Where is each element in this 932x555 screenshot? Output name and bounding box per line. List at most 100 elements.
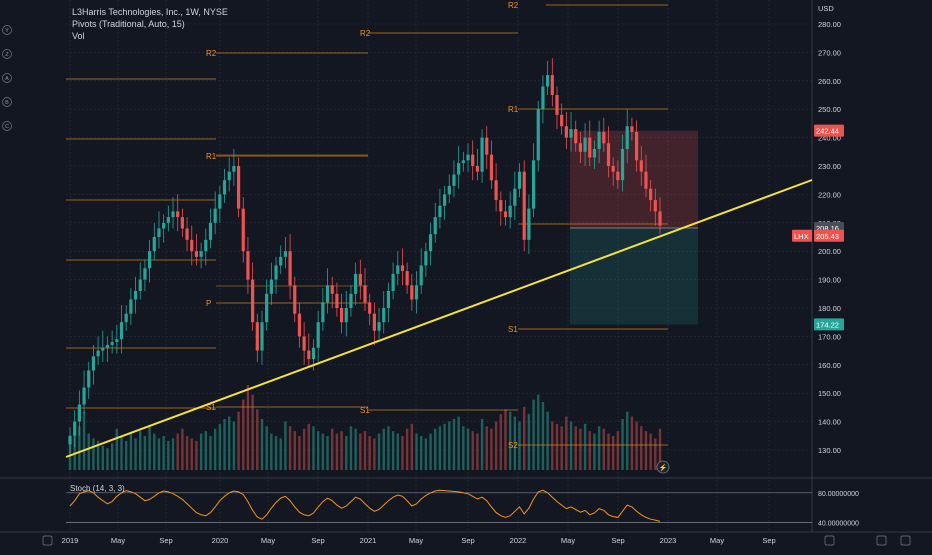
a-button[interactable] — [2, 73, 12, 83]
volume-bar — [565, 416, 568, 470]
c-button[interactable] — [2, 121, 12, 131]
candle-body — [171, 211, 175, 218]
volume-bar — [410, 423, 414, 470]
candle-body — [138, 279, 142, 291]
volume-bar — [143, 436, 147, 470]
candle-body — [424, 251, 428, 266]
candle-body — [162, 222, 166, 229]
candle-body — [410, 285, 414, 300]
candle-body — [307, 350, 311, 360]
candle-body — [513, 188, 517, 206]
candle-body — [87, 370, 91, 388]
candle-body — [517, 171, 522, 189]
volume-bar — [316, 431, 320, 470]
volume-bar — [363, 431, 367, 470]
volume-bar — [307, 423, 311, 470]
corner-control-icon[interactable] — [876, 535, 887, 546]
volume-bar — [466, 428, 470, 470]
volume-bar — [621, 419, 624, 470]
candle-body — [349, 293, 353, 308]
volume-bar — [232, 421, 236, 470]
stoch-level-label: 80.00000000 — [818, 491, 859, 498]
volume-bar — [265, 426, 268, 470]
stoch-level-label: 40.00000000 — [818, 520, 859, 527]
price-tick-label: 140.00 — [818, 418, 841, 427]
b-button[interactable] — [2, 97, 12, 107]
volume-bar — [387, 426, 390, 470]
volume-bar — [457, 416, 460, 470]
candle-body — [222, 180, 227, 195]
price-tick-label: 160.00 — [818, 361, 841, 370]
time-tick-label: Sep — [461, 536, 474, 545]
z-button[interactable] — [2, 49, 12, 59]
candle-body — [185, 228, 189, 240]
corner-control-icon[interactable] — [824, 535, 835, 546]
volume-bar — [321, 433, 325, 470]
volume-bar — [312, 426, 315, 470]
candle-body — [508, 205, 512, 218]
candle-body — [649, 188, 653, 201]
candle-body — [255, 322, 259, 351]
candle-body — [457, 163, 461, 175]
volume-bar — [246, 385, 250, 470]
candle-body — [400, 265, 405, 272]
candle-body — [297, 313, 302, 337]
candle-body — [630, 126, 634, 132]
pivot-label: R2 — [206, 49, 217, 58]
volume-bar — [654, 438, 657, 470]
corner-control-icon[interactable] — [42, 535, 53, 546]
candle-body — [115, 339, 119, 343]
volume-bar — [527, 414, 531, 470]
volume-bar — [96, 440, 100, 470]
candle-body — [199, 251, 203, 257]
candle-body — [363, 285, 367, 303]
time-tick-label: May — [261, 536, 275, 545]
candle-body — [634, 131, 639, 161]
volume-bar — [541, 402, 545, 470]
volume-bar — [302, 428, 306, 470]
volume-bar — [340, 431, 343, 470]
lightning-badge — [656, 460, 670, 474]
candle-body — [236, 166, 241, 209]
pivots-indicator-label[interactable]: Pivots (Traditional, Auto, 15) — [72, 19, 185, 29]
candle-body — [77, 404, 81, 422]
volume-bar — [209, 436, 212, 470]
volume-indicator-label[interactable]: Vol — [72, 31, 85, 41]
candle-body — [588, 137, 592, 158]
volume-bar — [490, 428, 493, 470]
volume-bar — [157, 438, 161, 470]
symbol-title[interactable]: L3Harris Technologies, Inc., 1W, NYSE — [72, 7, 228, 17]
price-tick-label: 260.00 — [818, 77, 841, 86]
candle-body — [251, 279, 255, 323]
candle-body — [302, 336, 306, 351]
volume-bar — [110, 443, 114, 470]
time-tick-label: May — [111, 536, 125, 545]
tool-letter: B — [5, 100, 9, 106]
volume-bar — [176, 433, 179, 470]
volume-bar — [607, 433, 610, 470]
volume-bar — [537, 394, 540, 470]
volume-bar — [204, 431, 207, 470]
candle-body — [644, 171, 648, 189]
volume-bar — [555, 423, 559, 470]
volume-bar — [106, 448, 109, 470]
corner-control-icon[interactable] — [900, 535, 911, 546]
candle-body — [611, 166, 615, 172]
volume-bar — [298, 436, 301, 470]
volume-bar — [429, 433, 432, 470]
time-tick-label: May — [710, 536, 724, 545]
price-tick-label: 270.00 — [818, 48, 841, 57]
volume-bar — [452, 419, 456, 470]
pivot-label: S2 — [508, 441, 518, 450]
y-button[interactable] — [2, 25, 12, 35]
candle-body — [471, 154, 475, 166]
candle-body — [625, 126, 629, 149]
candle-body — [157, 228, 161, 237]
pivot-label: S1 — [508, 325, 518, 334]
volume-bar — [101, 445, 104, 470]
volume-bar — [626, 411, 629, 470]
volume-bar — [508, 411, 512, 470]
pivot-label: S1 — [206, 403, 216, 412]
candle-body — [325, 285, 330, 303]
